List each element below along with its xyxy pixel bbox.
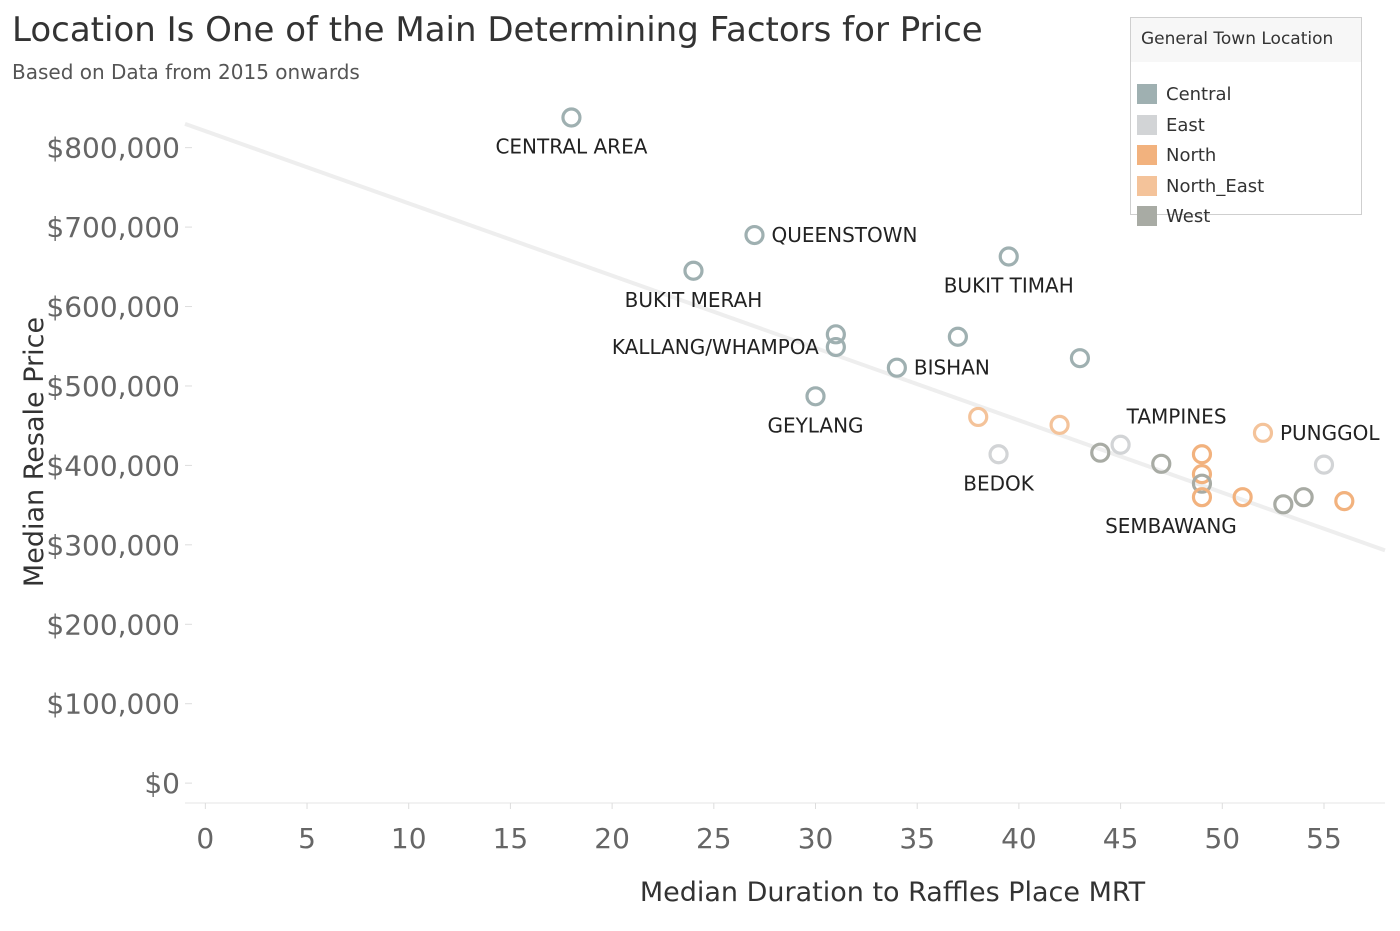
data-point[interactable] <box>947 326 968 347</box>
x-tick-label: 20 <box>594 822 630 855</box>
legend-item-central[interactable]: Central <box>1137 80 1232 108</box>
y-tick-label: $600,000 <box>46 291 180 324</box>
y-tick-label: $400,000 <box>46 449 180 482</box>
y-tick-label: $500,000 <box>46 370 180 403</box>
x-tick-label: 5 <box>298 822 316 855</box>
x-tick-label: 25 <box>696 822 732 855</box>
data-point[interactable] <box>1191 473 1213 494</box>
x-tick-label: 15 <box>493 822 529 855</box>
data-point[interactable] <box>998 246 1019 267</box>
legend-label-north-east: North_East <box>1166 175 1265 197</box>
data-point[interactable] <box>1090 442 1111 463</box>
x-tick-label: 30 <box>798 822 834 855</box>
data-point[interactable] <box>1151 453 1172 474</box>
legend-title: General Town Location <box>1131 18 1361 62</box>
y-axis-title: Median Resale Price <box>19 317 50 587</box>
data-point[interactable] <box>968 406 989 428</box>
x-tick-label: 10 <box>391 822 427 855</box>
data-point[interactable] <box>1069 348 1091 369</box>
point-label: CENTRAL AREA <box>495 134 647 158</box>
legend: General Town Location Central East North… <box>1130 17 1362 227</box>
data-point[interactable] <box>1293 487 1314 508</box>
data-point[interactable] <box>1191 464 1213 485</box>
data-point[interactable] <box>1110 434 1131 455</box>
legend-swatch-east <box>1137 115 1157 135</box>
legend-label-west: West <box>1166 205 1211 227</box>
y-tick-label: $700,000 <box>46 211 180 244</box>
data-point[interactable] <box>1273 494 1294 515</box>
y-tick-label: $800,000 <box>46 132 180 165</box>
point-label: GEYLANG <box>767 413 863 437</box>
data-point[interactable] <box>825 336 846 358</box>
data-point[interactable] <box>825 324 846 345</box>
data-point[interactable] <box>1232 487 1253 508</box>
point-label: BEDOK <box>963 471 1035 495</box>
data-point[interactable] <box>886 357 907 378</box>
y-tick-label: $0 <box>144 767 180 800</box>
point-labels: CENTRAL AREA QUEENSTOWN BUKIT MERAH BUKIT T… <box>495 134 1380 538</box>
data-point[interactable] <box>1191 487 1213 508</box>
data-point[interactable] <box>1313 454 1335 475</box>
chart-title: Location Is One of the Main Determining … <box>12 10 983 50</box>
data-point[interactable] <box>744 224 765 246</box>
data-point[interactable] <box>1252 422 1274 443</box>
x-tick-label: 50 <box>1204 822 1240 855</box>
point-label: BUKIT TIMAH <box>944 273 1074 297</box>
y-tick-label: $300,000 <box>46 529 180 562</box>
chart-subtitle: Based on Data from 2015 onwards <box>12 60 360 84</box>
legend-swatch-west <box>1137 206 1157 226</box>
legend-item-east[interactable]: East <box>1137 111 1205 139</box>
legend-item-north[interactable]: North <box>1137 141 1216 169</box>
point-label: BUKIT MERAH <box>625 288 763 312</box>
x-tick-label: 40 <box>1001 822 1037 855</box>
x-tick-label: 0 <box>196 822 214 855</box>
trend-line <box>184 121 1386 553</box>
x-axis-ticks: 0 5 10 15 20 25 30 35 40 45 50 55 <box>196 803 1342 855</box>
legend-label-north: North <box>1166 144 1217 166</box>
legend-label-east: East <box>1166 114 1205 136</box>
legend-swatch-north-east <box>1137 176 1157 196</box>
point-label: KALLANG/WHAMPOA <box>612 335 819 359</box>
data-point[interactable] <box>683 260 704 281</box>
legend-swatch-north <box>1137 145 1157 165</box>
point-label: PUNGGOL <box>1280 421 1380 445</box>
y-tick-label: $200,000 <box>46 608 180 641</box>
legend-item-north-east[interactable]: North_East <box>1137 172 1264 200</box>
legend-item-west[interactable]: West <box>1137 202 1210 230</box>
point-label: BISHAN <box>914 356 990 380</box>
x-tick-label: 45 <box>1103 822 1139 855</box>
x-tick-label: 35 <box>899 822 935 855</box>
legend-swatch-central <box>1137 84 1157 104</box>
x-axis-title: Median Duration to Raffles Place MRT <box>640 877 1146 908</box>
data-point[interactable] <box>805 386 826 407</box>
data-points <box>561 107 1355 515</box>
data-point[interactable] <box>988 444 1009 465</box>
data-point[interactable] <box>1334 491 1355 512</box>
point-label: SEMBAWANG <box>1105 514 1237 538</box>
point-label: TAMPINES <box>1126 405 1227 429</box>
point-label: QUEENSTOWN <box>771 223 917 247</box>
data-point[interactable] <box>561 107 582 128</box>
x-tick-label: 55 <box>1306 822 1342 855</box>
y-axis-ticks: $0 $100,000 $200,000 $300,000 $400,000 $500,0… <box>46 132 192 800</box>
data-point[interactable] <box>1191 444 1213 465</box>
y-tick-label: $100,000 <box>46 688 180 721</box>
data-point[interactable] <box>1049 414 1070 435</box>
legend-label-central: Central <box>1166 83 1232 105</box>
